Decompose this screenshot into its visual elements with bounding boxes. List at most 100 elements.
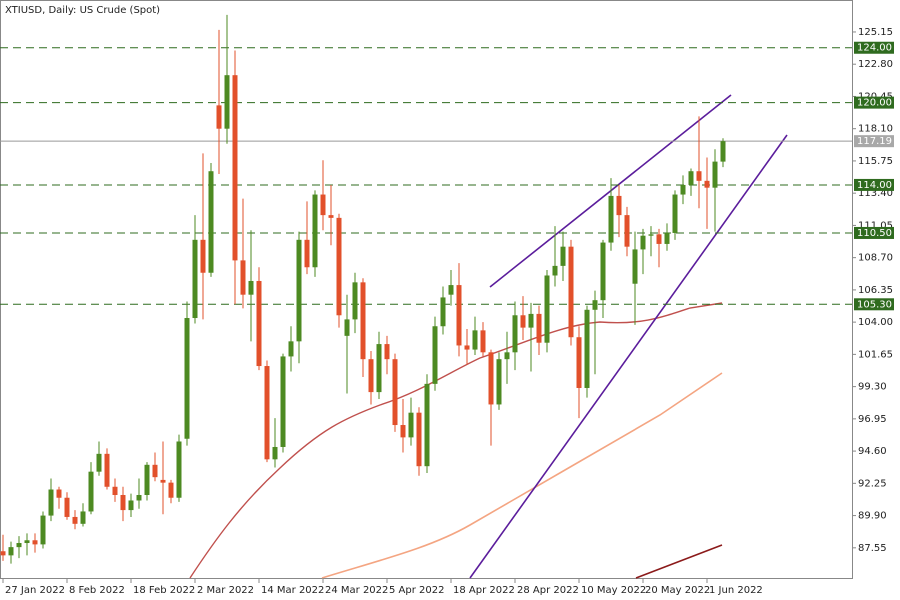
x-tick-label: 24 Mar 2022 [325,585,388,596]
candle-body [32,540,38,545]
candle-body [456,285,462,346]
candle-body [144,464,150,495]
candle-body [72,516,78,524]
candle-body [56,489,62,498]
y-tick-label: 87.55 [858,543,887,554]
candle-body [40,515,46,545]
level-label-box [854,41,894,54]
candle-body [0,551,6,556]
candle-body [120,494,126,511]
candle-body [712,161,718,188]
candle-body [464,345,470,350]
candle-body [664,232,670,244]
candle-body [424,383,430,467]
candle-body [368,359,374,393]
candle-body [136,494,142,501]
candle-body [256,280,262,367]
x-tick-label: 5 Apr 2022 [389,585,444,596]
candle-body [360,282,366,360]
candle-body [320,194,326,216]
candle-body [344,319,350,336]
candle-body [504,352,510,360]
candle-body [248,280,254,295]
candle-body [520,315,526,328]
y-tick-label: 111.05 [858,220,893,231]
candle-body [328,215,334,218]
candle-body [536,313,542,343]
level-label: 120.00 [857,98,892,109]
candle-body [448,285,454,295]
y-tick-label: 94.60 [858,446,887,457]
x-tick-label: 27 Jan 2022 [5,585,65,596]
candle-body [352,282,358,320]
level-label-box [854,298,894,311]
candle-body [216,105,222,129]
candle-body [616,195,622,216]
candle-body [440,297,446,327]
candle-body [696,171,702,181]
candle-body [648,234,654,236]
candle-body [88,471,94,512]
candle-body [304,239,310,268]
candle-body [472,330,478,350]
candle-body [288,341,294,357]
candle-body [624,215,630,247]
level-label-box [854,96,894,109]
candle-body [176,441,182,498]
candle-body [416,412,422,467]
moving-average-100 [321,372,723,579]
y-tick-label: 122.80 [858,59,893,70]
y-tick-label: 89.90 [858,511,887,522]
level-label: 114.00 [857,180,892,191]
x-tick-label: 2 Mar 2022 [197,585,254,596]
x-tick-label: 10 May 2022 [581,585,646,596]
candle-body [104,453,110,487]
level-label-box [854,178,894,191]
x-tick-label: 14 Mar 2022 [261,585,324,596]
x-tick-label: 20 May 2022 [645,585,710,596]
candle-body [112,486,118,495]
candle-body [192,239,198,319]
candle-body [528,313,534,328]
candle-body [280,356,286,447]
level-label: 110.50 [857,228,892,239]
candle-body [600,242,606,301]
candle-body [608,195,614,243]
last-price-label: 117.19 [857,136,892,147]
candle-body [24,540,30,544]
y-tick-label: 125.15 [858,27,893,38]
candle-body [584,309,590,388]
y-tick-label: 104.00 [858,317,893,328]
candle-body [544,275,550,343]
candle-body [128,500,134,511]
candle-body [568,246,574,338]
candle-body [392,359,398,426]
candle-body [632,249,638,284]
candle-body [680,184,686,195]
candle-body [312,194,318,268]
candle-body [480,330,486,353]
candle-body [560,246,566,266]
y-tick-label: 92.25 [858,478,887,489]
candle-body [160,479,166,483]
level-label-box [854,226,894,239]
channel-lower [469,134,788,579]
level-label: 105.30 [857,299,892,310]
candle-body [200,239,206,273]
candle-body [576,337,582,388]
candle-body [672,194,678,233]
candle-body [720,141,726,162]
candle-body [8,547,14,556]
candle-body [408,412,414,438]
x-tick-label: 8 Feb 2022 [69,585,125,596]
moving-average-200 [635,544,723,579]
candle-body [80,511,86,524]
chart-title: XTIUSD, Daily: US Crude (Spot) [5,5,160,16]
y-tick-label: 115.75 [858,156,893,167]
candle-body [656,234,662,244]
candle-body [592,300,598,310]
candle-body [152,464,158,478]
y-tick-label: 106.35 [858,285,893,296]
candle-body [264,366,270,460]
